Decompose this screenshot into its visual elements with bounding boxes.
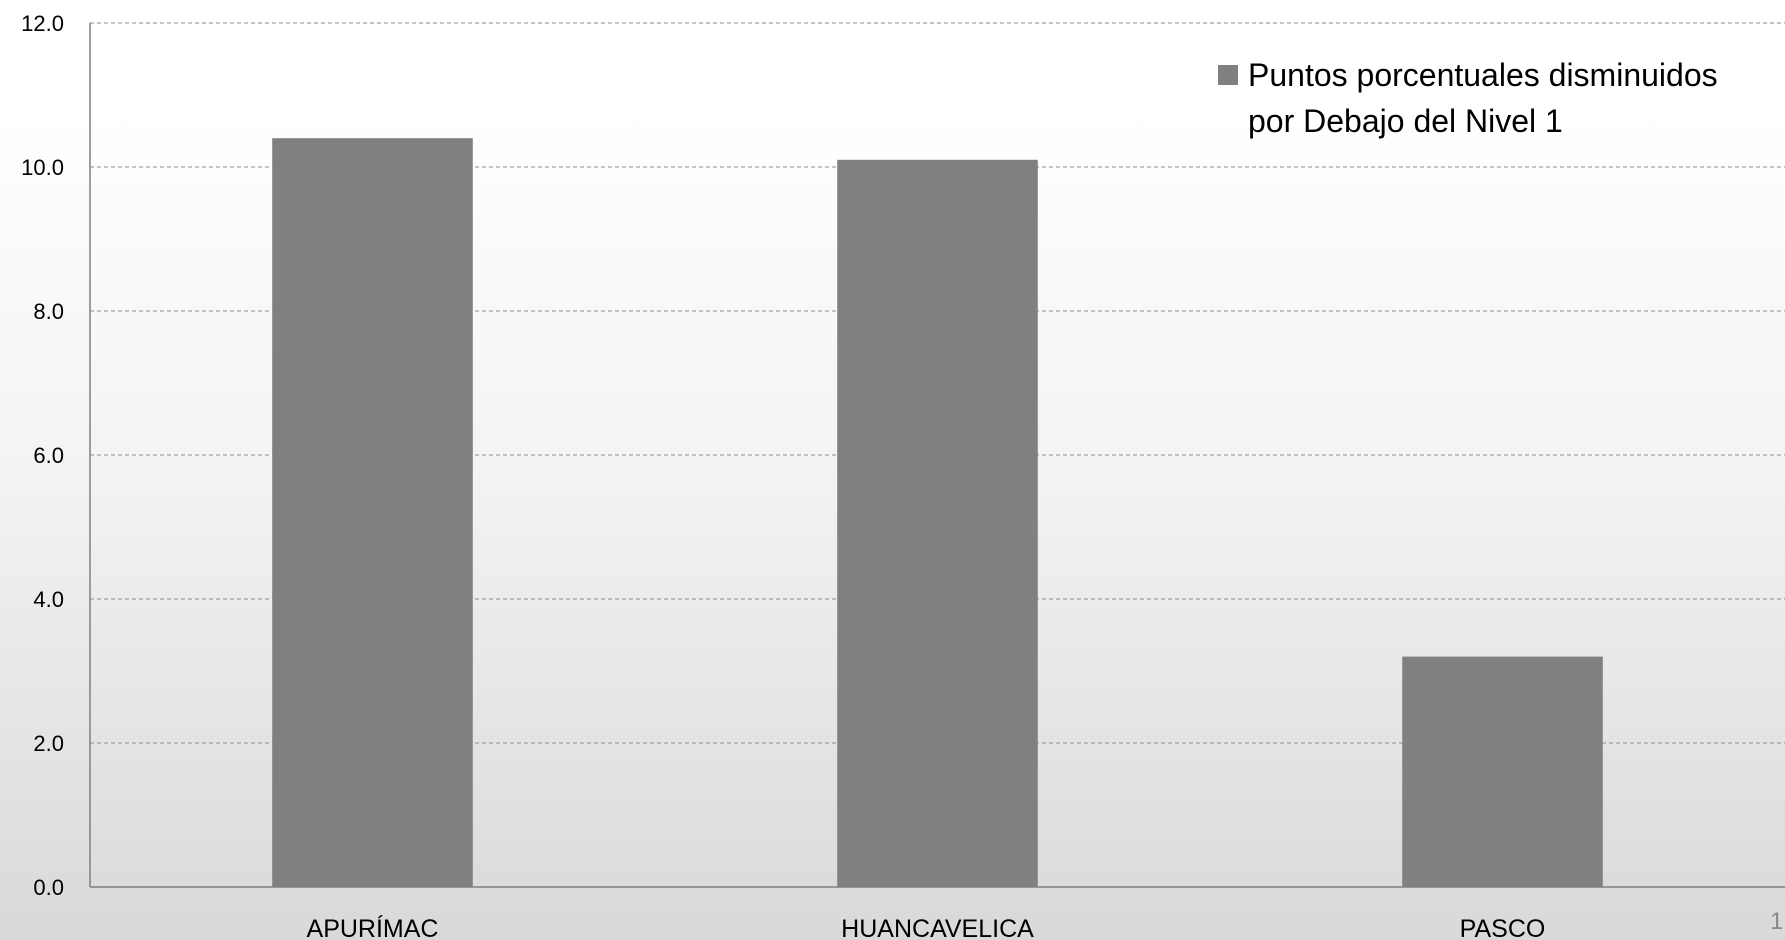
bar-pasco	[1402, 656, 1603, 887]
legend-label-line-1: Puntos porcentuales disminuidos	[1248, 57, 1718, 93]
page-number: 1	[1770, 908, 1783, 935]
y-tick-label: 12.0	[21, 11, 64, 36]
bar-huancavelica	[837, 159, 1038, 888]
x-category-label: PASCO	[1460, 915, 1546, 940]
legend: Puntos porcentuales disminuidos por Deba…	[1218, 57, 1718, 139]
bars-group	[272, 138, 1603, 888]
legend-swatch	[1218, 65, 1238, 85]
axes	[89, 23, 1785, 888]
x-category-label: APURÍMAC	[307, 914, 439, 940]
y-tick-label: 6.0	[33, 443, 64, 468]
y-tick-label: 4.0	[33, 587, 64, 612]
x-axis-category-labels: APURÍMAC HUANCAVELICA PASCO	[307, 914, 1546, 940]
y-axis-tick-labels: 0.0 2.0 4.0 6.0 8.0 10.0 12.0	[21, 11, 64, 900]
x-category-label: HUANCAVELICA	[841, 915, 1034, 940]
y-tick-label: 0.0	[33, 875, 64, 900]
y-tick-label: 8.0	[33, 299, 64, 324]
y-tick-label: 2.0	[33, 731, 64, 756]
bar-apurímac	[272, 138, 473, 887]
y-tick-label: 10.0	[21, 155, 64, 180]
legend-label-line-2: por Debajo del Nivel 1	[1248, 103, 1563, 139]
